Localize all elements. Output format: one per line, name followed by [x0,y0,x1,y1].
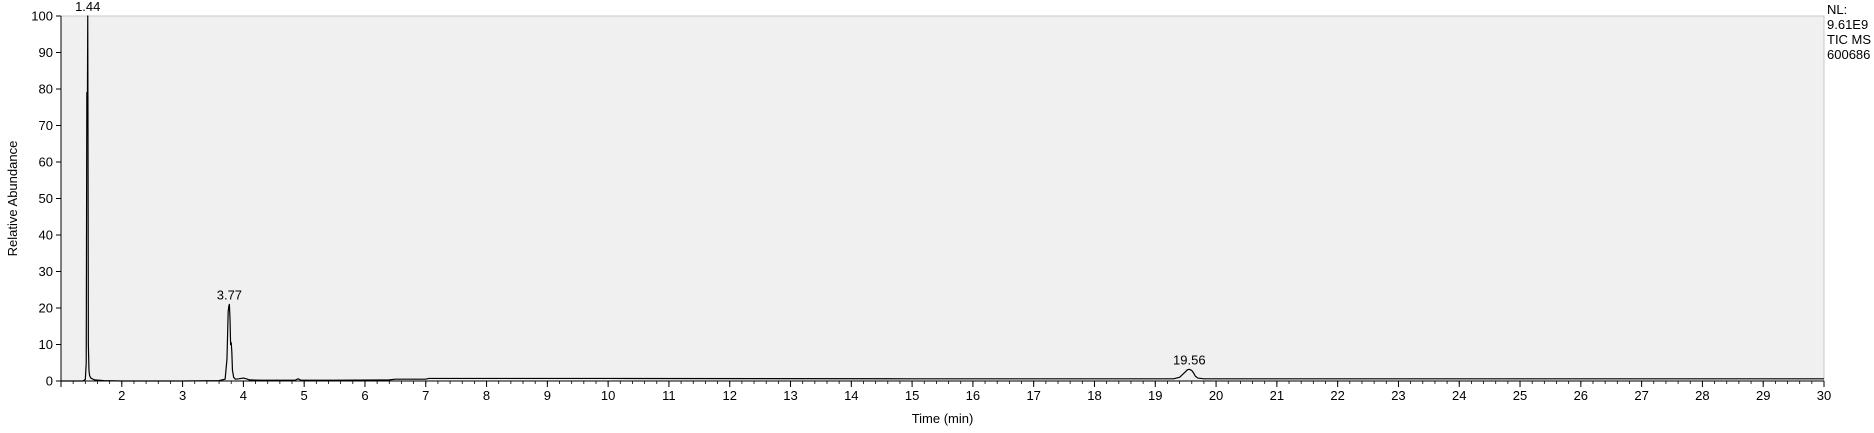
x-tick-label: 23 [1391,388,1405,403]
y-tick-label: 0 [46,374,53,389]
x-tick-label: 26 [1574,388,1588,403]
x-tick-label: 14 [844,388,858,403]
y-axis-title: Relative Abundance [5,141,20,257]
x-tick-label: 7 [422,388,429,403]
x-tick-label: 19 [1148,388,1162,403]
x-tick-label: 21 [1270,388,1284,403]
y-tick-label: 60 [39,155,53,170]
y-tick-label: 30 [39,264,53,279]
info-line: TIC MS [1827,32,1871,47]
info-line: NL: [1827,2,1847,17]
trace-layer [61,15,1824,382]
x-tick-label: 16 [966,388,980,403]
x-tick-label: 27 [1634,388,1648,403]
x-tick-label: 8 [483,388,490,403]
x-tick-label: 29 [1756,388,1770,403]
x-tick-label: 5 [301,388,308,403]
info-line: 600686 [1827,47,1870,62]
x-tick-label: 17 [1026,388,1040,403]
x-tick-label: 28 [1695,388,1709,403]
y-tick-label: 90 [39,45,53,60]
x-tick-label: 30 [1817,388,1831,403]
peak-label: 19.56 [1173,352,1206,367]
x-tick-label: 18 [1087,388,1101,403]
x-tick-label: 3 [179,388,186,403]
y-tick-label: 100 [31,9,53,24]
x-tick-label: 24 [1452,388,1466,403]
x-tick-label: 4 [240,388,247,403]
x-tick-label: 12 [722,388,736,403]
x-axis-title: Time (min) [912,411,974,426]
peak-label: 1.44 [75,0,100,14]
peak-label: 3.77 [217,287,242,302]
x-tick-label: 11 [662,388,676,403]
y-tick-label: 80 [39,82,53,97]
info-line: 9.61E9 [1827,17,1868,32]
x-tick-label: 20 [1209,388,1223,403]
x-tick-label: 22 [1330,388,1344,403]
x-tick-label: 9 [544,388,551,403]
y-tick-label: 10 [39,337,53,352]
tic-trace-line [61,15,1824,382]
y-tick-label: 20 [39,301,53,316]
x-tick-label: 13 [783,388,797,403]
x-tick-label: 15 [905,388,919,403]
x-tick-label: 6 [361,388,368,403]
x-tick-label: 25 [1513,388,1527,403]
x-tick-label: 10 [601,388,615,403]
y-tick-label: 40 [39,228,53,243]
plot-area [60,15,1825,382]
x-tick-label: 2 [118,388,125,403]
y-tick-label: 50 [39,191,53,206]
peak-labels-layer: 1.44 3.77 19.56 [75,0,1206,367]
y-tick-label: 70 [39,118,53,133]
